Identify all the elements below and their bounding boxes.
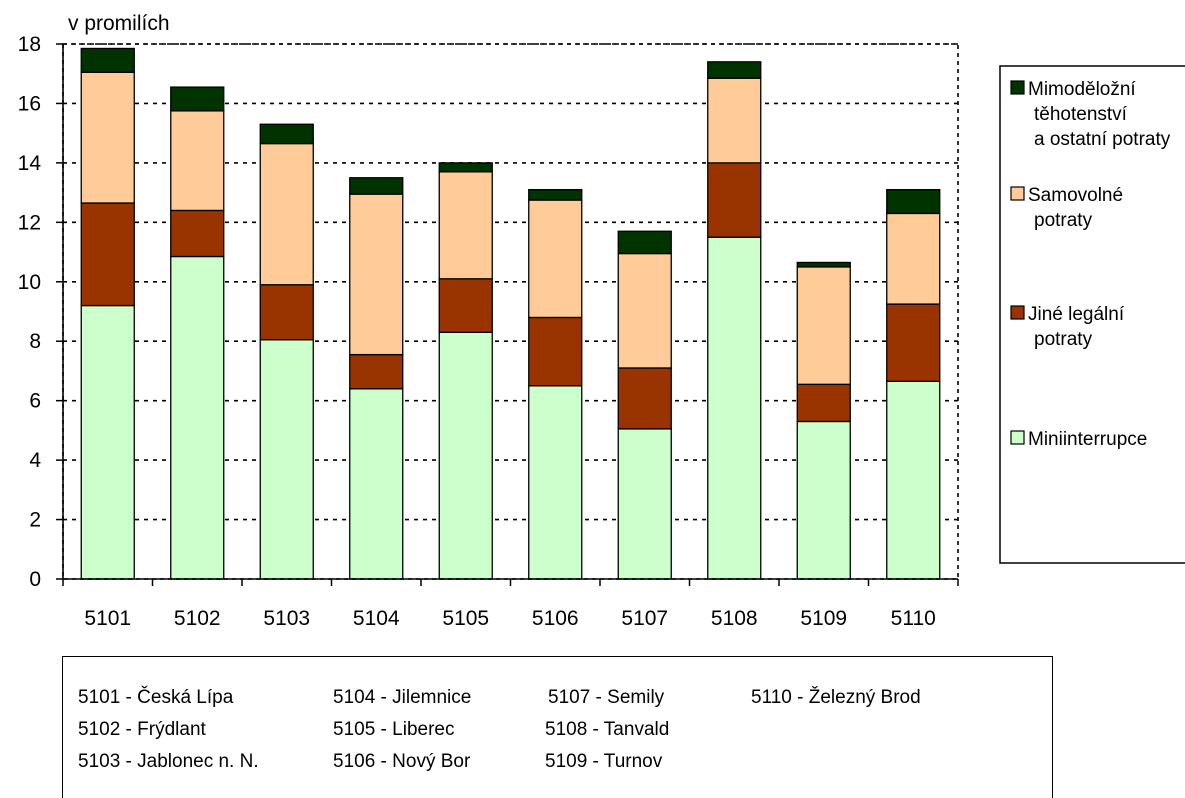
bar-5105-series-1 bbox=[438, 278, 493, 333]
bar-5107-series-1 bbox=[617, 367, 672, 430]
key-item-5110: 5110 - Železný Brod bbox=[751, 687, 921, 708]
key-item-5107: 5107 - Semily bbox=[548, 687, 665, 708]
legend-label-0-0: Mimoděložní bbox=[1028, 79, 1136, 100]
key-item-5109: 5109 - Turnov bbox=[545, 751, 663, 772]
x-tick-label-5110: 5110 bbox=[891, 607, 936, 630]
legend-label-2-0: Jiné legální bbox=[1028, 304, 1125, 325]
key-item-5105: 5105 - Liberec bbox=[333, 719, 455, 740]
bar-5110-series-1 bbox=[886, 303, 941, 382]
bar-5109-series-1 bbox=[796, 383, 851, 423]
y-tick-label-6: 6 bbox=[29, 390, 41, 413]
x-tick-label-5108: 5108 bbox=[711, 607, 758, 630]
bar-5107-series-2 bbox=[617, 252, 672, 369]
bar-5105-series-0 bbox=[438, 331, 493, 580]
legend-swatch-2 bbox=[1010, 305, 1025, 320]
x-tick-label-5101: 5101 bbox=[84, 607, 131, 630]
bar-5108-series-0 bbox=[707, 236, 762, 580]
bar-5103-series-0 bbox=[259, 339, 314, 580]
bar-5106-series-0 bbox=[528, 385, 583, 580]
x-tick-label-5107: 5107 bbox=[621, 607, 668, 630]
bar-5102-series-3 bbox=[170, 86, 225, 112]
key-item-5102: 5102 - Frýdlant bbox=[78, 719, 206, 740]
legend-label-0-2: a ostatní potraty bbox=[1034, 129, 1171, 150]
bar-5101-series-0 bbox=[80, 304, 135, 580]
key-item-5108: 5108 - Tanvald bbox=[545, 719, 670, 740]
x-tick-label-5105: 5105 bbox=[442, 607, 489, 630]
key-item-5106: 5106 - Nový Bor bbox=[333, 751, 471, 772]
x-tick-label-5106: 5106 bbox=[532, 607, 579, 630]
x-tick-labels: 5101 5102 5103 5104 5105 5106 5107 5108 5109 5110 bbox=[84, 607, 935, 630]
x-tick-label-5104: 5104 bbox=[353, 607, 400, 630]
bar-5106-series-2 bbox=[528, 199, 583, 319]
y-axis-label: v promilích bbox=[68, 12, 170, 35]
bar-5105-series-3 bbox=[438, 162, 493, 173]
bar-5108-series-2 bbox=[707, 77, 762, 164]
bar-5110-series-2 bbox=[886, 212, 941, 305]
bar-5104-series-2 bbox=[349, 193, 404, 356]
chart: v promilích 0 2 4 6 8 10 12 14 16 18 5101 5102 5103… bbox=[18, 12, 1185, 630]
legend-label-1-1: potraty bbox=[1034, 210, 1093, 231]
axes bbox=[56, 43, 959, 586]
bar-5101-series-2 bbox=[80, 71, 135, 204]
bar-5103-series-2 bbox=[259, 142, 314, 286]
bar-5108-series-1 bbox=[707, 162, 762, 238]
bar-5108-series-3 bbox=[707, 61, 762, 79]
bar-5102-series-0 bbox=[170, 255, 225, 580]
bar-5106-series-3 bbox=[528, 188, 583, 201]
legend: Mimoděložní těhotenství a ostatní potraty S… bbox=[999, 65, 1185, 564]
bar-5109-series-2 bbox=[796, 266, 851, 385]
bar-5103-series-1 bbox=[259, 284, 314, 341]
y-tick-label-18: 18 bbox=[18, 33, 41, 56]
district-key: 5101 - Česká Lípa 5102 - Frýdlant 5103 -… bbox=[62, 656, 1053, 798]
y-tick-label-4: 4 bbox=[29, 449, 41, 472]
bar-5104-series-0 bbox=[349, 388, 404, 580]
bar-5109-series-3 bbox=[796, 261, 851, 268]
y-tick-labels: 0 2 4 6 8 10 12 14 16 18 bbox=[18, 33, 42, 591]
legend-label-1-0: Samovolné bbox=[1028, 185, 1123, 206]
x-tick-label-5109: 5109 bbox=[800, 607, 847, 630]
legend-box bbox=[999, 65, 1185, 564]
y-tick-label-2: 2 bbox=[29, 509, 41, 532]
bar-5107-series-3 bbox=[617, 230, 672, 255]
y-tick-label-10: 10 bbox=[18, 271, 41, 294]
y-tick-label-12: 12 bbox=[18, 211, 41, 234]
bar-5110-series-0 bbox=[886, 380, 941, 580]
x-tick-label-5103: 5103 bbox=[263, 607, 310, 630]
bar-5107-series-0 bbox=[617, 428, 672, 580]
y-tick-label-8: 8 bbox=[29, 330, 41, 353]
legend-swatch-3 bbox=[1010, 430, 1025, 445]
key-item-5101: 5101 - Česká Lípa bbox=[78, 687, 234, 708]
y-tick-label-16: 16 bbox=[18, 92, 41, 115]
bar-5102-series-1 bbox=[170, 209, 225, 258]
legend-label-2-1: potraty bbox=[1034, 329, 1093, 350]
bar-5109-series-0 bbox=[796, 420, 851, 580]
bar-5106-series-1 bbox=[528, 316, 583, 387]
bar-5101-series-3 bbox=[80, 47, 135, 73]
legend-label-3-0: Miniinterrupce bbox=[1028, 429, 1147, 450]
key-item-5104: 5104 - Jilemnice bbox=[333, 687, 472, 708]
bar-5110-series-3 bbox=[886, 188, 941, 215]
bar-5105-series-2 bbox=[438, 171, 493, 280]
legend-swatch-0 bbox=[1010, 80, 1025, 95]
bars bbox=[80, 47, 941, 580]
bar-5103-series-3 bbox=[259, 123, 314, 145]
bar-5102-series-2 bbox=[170, 110, 225, 212]
bar-5104-series-3 bbox=[349, 177, 404, 195]
x-tick-label-5102: 5102 bbox=[174, 607, 221, 630]
bar-5101-series-1 bbox=[80, 202, 135, 307]
legend-swatch-1 bbox=[1010, 186, 1025, 201]
bar-5104-series-1 bbox=[349, 353, 404, 390]
key-item-5103: 5103 - Jablonec n. N. bbox=[78, 751, 259, 772]
legend-label-0-1: těhotenství bbox=[1034, 104, 1128, 125]
y-tick-label-14: 14 bbox=[18, 152, 42, 175]
y-tick-label-0: 0 bbox=[29, 568, 41, 591]
